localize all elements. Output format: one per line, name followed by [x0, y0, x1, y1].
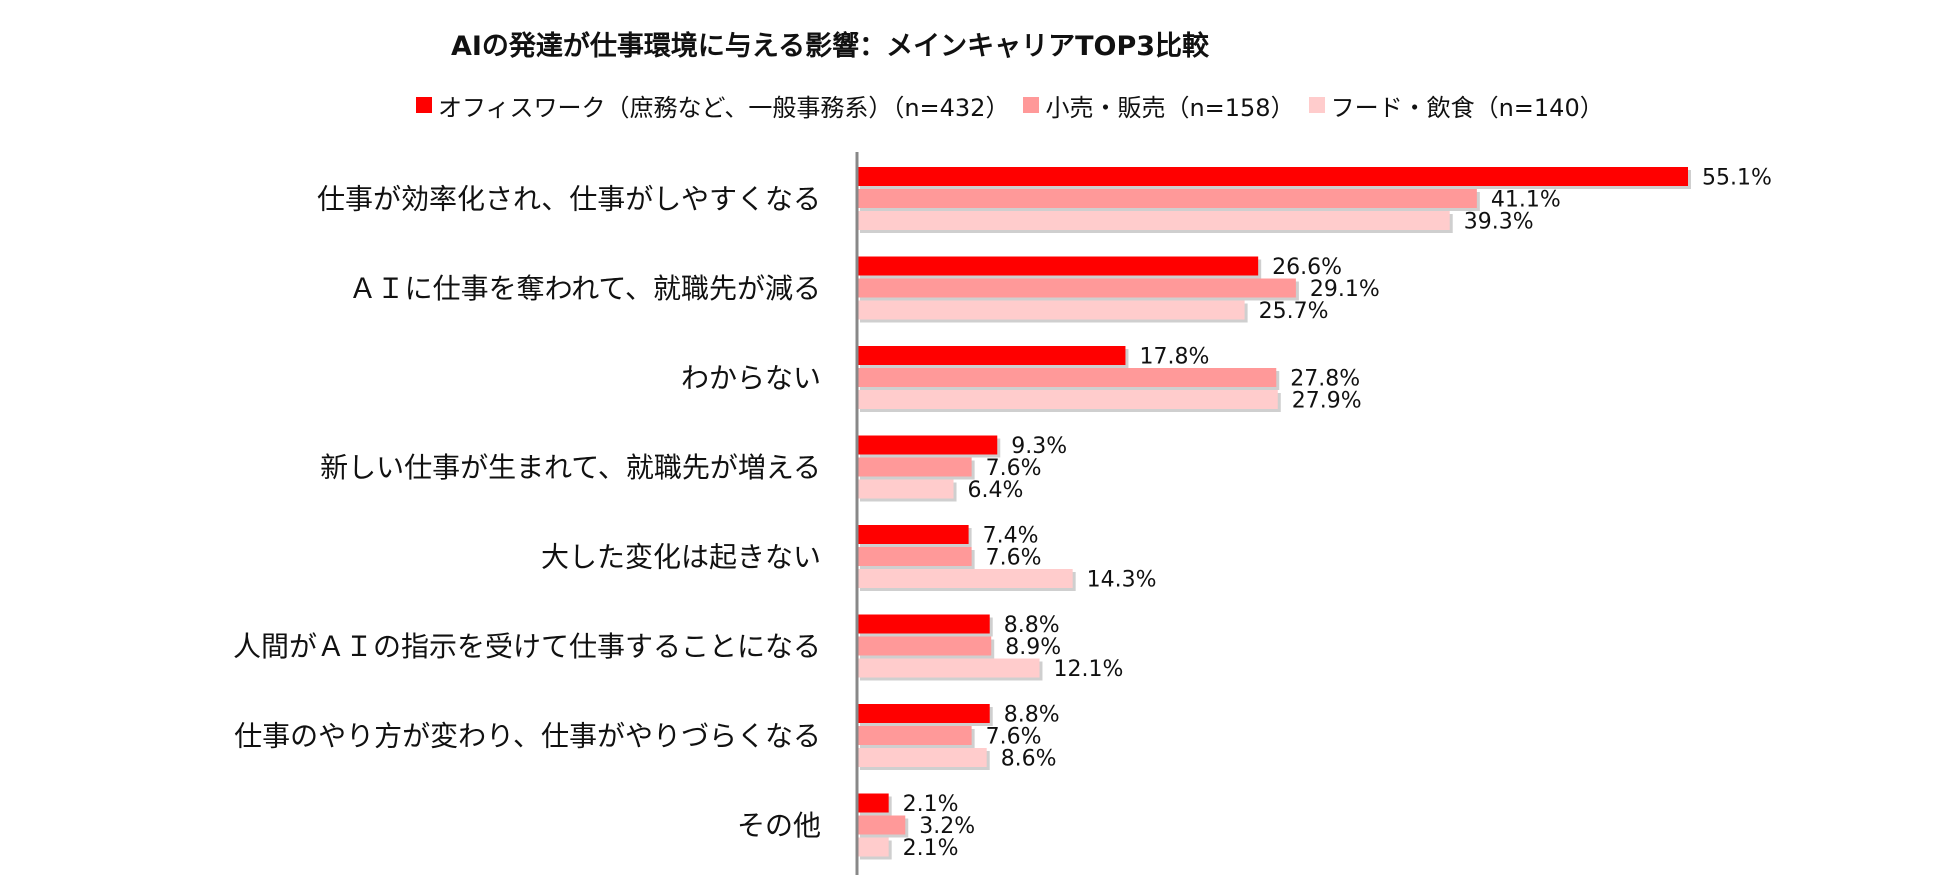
bar: [857, 569, 1073, 588]
chart-title: AIの発達が仕事環境に与える影響：メインキャリアTOP3比較: [450, 31, 1210, 62]
data-label: 12.1%: [1053, 657, 1123, 682]
bar: [857, 278, 1296, 298]
category-label: その他: [737, 809, 821, 842]
data-label: 27.8%: [1290, 367, 1360, 392]
data-label: 2.1%: [903, 836, 959, 861]
bar: [857, 435, 998, 455]
data-label: 6.4%: [968, 478, 1024, 503]
bar: [857, 167, 1688, 186]
data-label: 14.3%: [1087, 568, 1157, 593]
data-label: 29.1%: [1310, 277, 1380, 302]
data-label: 39.3%: [1464, 210, 1534, 235]
data-label: 3.2%: [919, 814, 975, 839]
bar: [857, 704, 990, 723]
legend: オフィスワーク（庶務など、一般事務系）（n=432） 小売・販売（n=158） …: [416, 88, 1604, 123]
bar: [857, 368, 1277, 387]
data-label: 2.1%: [903, 792, 959, 817]
bar: [857, 189, 1477, 208]
legend-swatch-retail: [1023, 97, 1040, 113]
bar: [857, 614, 990, 634]
legend-swatch-office: [416, 97, 432, 113]
data-label: 8.6%: [1001, 747, 1057, 772]
data-label: 7.6%: [986, 456, 1042, 481]
legend-item-office: オフィスワーク（庶務など、一般事務系）（n=432）: [416, 88, 1009, 123]
category-label: 人間がＡＩの指示を受けて仕事することになる: [233, 630, 821, 663]
bar: [857, 390, 1278, 409]
bar: [857, 547, 972, 566]
category-label: 大した変化は起きない: [541, 541, 821, 574]
legend-label-office: オフィスワーク（庶務など、一般事務系）（n=432）: [438, 93, 1010, 122]
data-label: 9.3%: [1011, 434, 1067, 459]
data-label: 41.1%: [1491, 188, 1561, 213]
data-label: 7.6%: [986, 725, 1042, 750]
data-label: 55.1%: [1702, 166, 1772, 191]
legend-item-retail: 小売・販売（n=158）: [1023, 88, 1295, 123]
bar: [857, 837, 889, 857]
category-label: ＡＩに仕事を奪われて、就職先が減る: [349, 272, 821, 305]
category-label: 新しい仕事が生まれて、就職先が増える: [320, 451, 821, 484]
legend-swatch-food: [1308, 97, 1325, 113]
data-label: 8.8%: [1004, 613, 1060, 638]
bar: [857, 256, 1259, 276]
data-label: 25.7%: [1259, 299, 1329, 324]
data-label: 7.4%: [983, 524, 1039, 549]
category-label: 仕事が効率化され、仕事がしやすくなる: [317, 183, 821, 216]
category-label: わからない: [681, 362, 821, 395]
legend-label-food: フード・飲食（n=140）: [1330, 93, 1604, 122]
bar: [857, 525, 969, 544]
data-label: 8.8%: [1004, 703, 1060, 728]
bar: [857, 658, 1040, 678]
bar: [857, 479, 954, 499]
bar: [857, 457, 972, 477]
legend-label-retail: 小売・販売（n=158）: [1045, 93, 1295, 122]
data-label: 7.6%: [986, 546, 1042, 571]
bar: [857, 346, 1126, 365]
data-label: 8.9%: [1005, 635, 1061, 660]
data-label: 27.9%: [1292, 389, 1362, 414]
bar: [857, 211, 1450, 230]
bar: [857, 815, 906, 835]
bar: [857, 726, 972, 745]
bar: [857, 636, 992, 656]
bar: [857, 300, 1245, 320]
bar: [857, 748, 987, 767]
data-label: 26.6%: [1272, 255, 1342, 280]
legend-item-food: フード・飲食（n=140）: [1308, 88, 1604, 123]
category-label: 仕事のやり方が変わり、仕事がやりづらくなる: [234, 720, 821, 753]
data-label: 17.8%: [1139, 345, 1209, 370]
bar: [857, 793, 889, 813]
